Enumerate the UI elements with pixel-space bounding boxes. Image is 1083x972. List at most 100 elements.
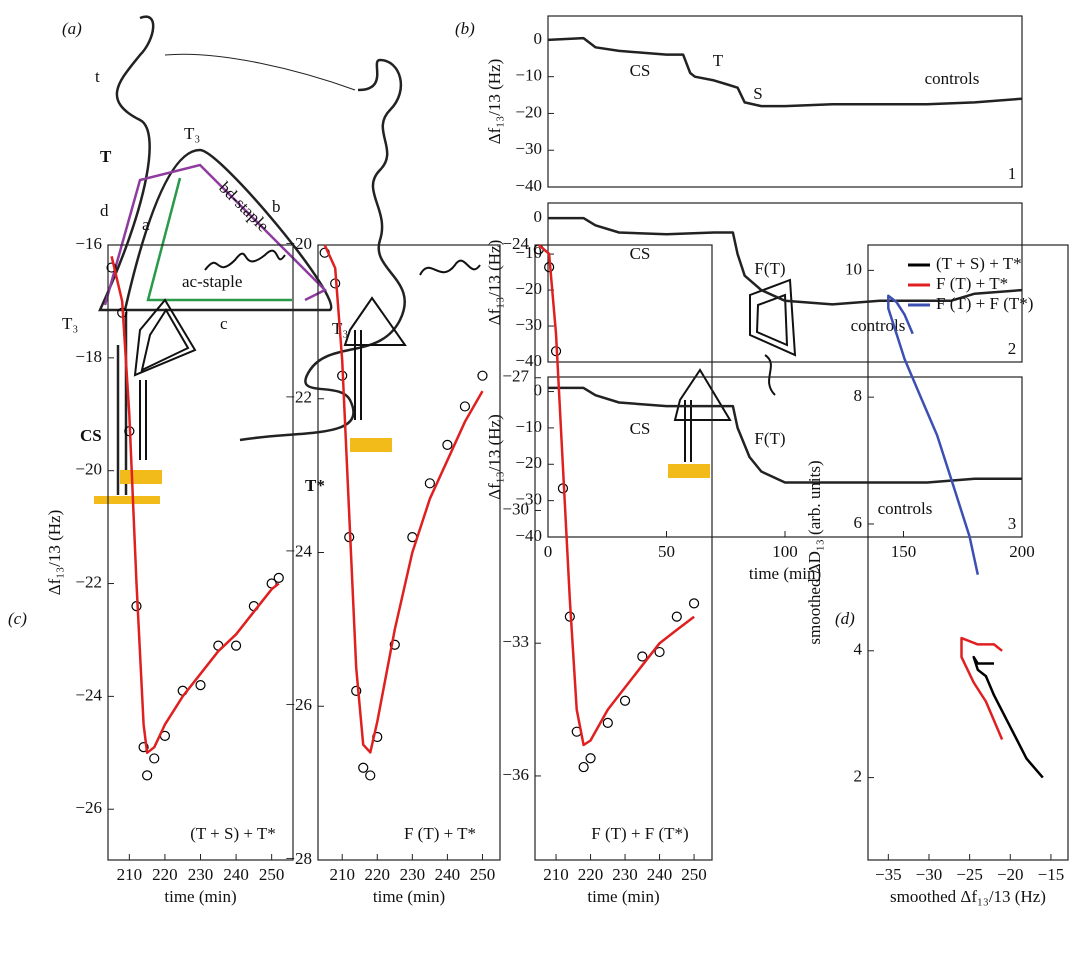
- data-point: [442, 439, 453, 450]
- annotation: T: [713, 51, 724, 70]
- y-tick-label: −20: [515, 279, 542, 298]
- plot-frame: [547, 202, 1023, 363]
- data-point: [671, 611, 682, 622]
- diagram-label: a: [142, 215, 150, 234]
- plot-frame: [867, 244, 1069, 861]
- data-point: [477, 370, 488, 381]
- annotation: F(T): [754, 429, 785, 448]
- annotation: CS: [630, 61, 651, 80]
- data-point: [688, 598, 700, 609]
- y-axis-label: Δf₁₃/13 (Hz): [485, 240, 504, 326]
- data-point: [138, 742, 149, 753]
- annotation: 3: [1008, 514, 1017, 533]
- data-point: [578, 761, 589, 773]
- legend-label: (T + S) + T*: [936, 254, 1022, 273]
- surface: [350, 438, 392, 452]
- y-tick-label: 6: [854, 513, 863, 532]
- panel-label: (d): [835, 609, 855, 628]
- y-tick-label: −20: [515, 453, 542, 472]
- x-tick-label: 150: [891, 542, 917, 561]
- y-tick-label: 8: [854, 386, 863, 405]
- data-line: [972, 655, 1044, 779]
- data-point: [424, 478, 435, 489]
- data-line: [548, 386, 1022, 484]
- x-tick-label: 0: [544, 542, 553, 561]
- x-tick-label: 100: [772, 542, 798, 561]
- x-tick-label: 240: [647, 865, 673, 884]
- diagram-label: T: [100, 147, 112, 166]
- y-tick-label: −20: [515, 102, 542, 121]
- x-tick-label: 240: [435, 865, 461, 884]
- ac-staple-line: [146, 177, 292, 302]
- data-point: [637, 651, 648, 662]
- y-tick-label: −30: [515, 139, 542, 158]
- diagram-label: d: [100, 201, 109, 220]
- x-tick-label: 220: [152, 865, 178, 884]
- inset-icons: [133, 249, 797, 462]
- y-tick-label: −24: [285, 541, 312, 560]
- y-tick-label: −22: [285, 388, 312, 407]
- y-tick-label: −28: [285, 849, 312, 868]
- x-tick-label: 220: [365, 865, 391, 884]
- annotation: F (T) + F (T*): [591, 824, 688, 843]
- y-tick-label: −22: [75, 572, 102, 591]
- x-axis-label: smoothed Δf₁₃/13 (Hz): [890, 887, 1046, 906]
- x-tick-label: 210: [117, 865, 143, 884]
- y-tick-label: −26: [285, 695, 312, 714]
- diagram-label: c: [220, 314, 228, 333]
- annotation: 2: [1008, 339, 1017, 358]
- x-tick-label: −35: [875, 865, 902, 884]
- panel-label: (b): [455, 19, 475, 38]
- plot-frame: [547, 15, 1023, 188]
- data-line: [537, 244, 695, 747]
- data-line: [110, 256, 280, 755]
- y-tick-label: −10: [515, 66, 542, 85]
- y-tick-label: −24: [502, 234, 529, 253]
- annotation: (T + S) + T*: [190, 824, 276, 843]
- x-tick-label: 250: [470, 865, 496, 884]
- diagram-label: T₃: [62, 314, 78, 333]
- panel-label: (a): [62, 19, 82, 38]
- y-tick-label: −33: [502, 632, 529, 651]
- y-tick-label: 4: [854, 640, 863, 659]
- y-axis-label: smoothed ΔD₁₃ (arb. units): [805, 460, 824, 644]
- y-tick-label: −27: [502, 367, 529, 386]
- y-tick-label: 10: [845, 259, 862, 278]
- x-tick-label: −25: [956, 865, 983, 884]
- data-point: [389, 639, 400, 650]
- y-tick-label: 0: [534, 380, 543, 399]
- y-tick-label: −40: [515, 526, 542, 545]
- data-point: [195, 679, 206, 691]
- template-strand: [98, 15, 333, 312]
- x-tick-label: 230: [400, 865, 426, 884]
- annotation: 1: [1008, 164, 1017, 183]
- x-tick-label: −15: [1038, 865, 1065, 884]
- y-axis-label: Δf₁₃/13 (Hz): [485, 59, 504, 145]
- y-tick-label: −16: [75, 234, 102, 253]
- data-point: [619, 695, 631, 706]
- x-axis-label: time (min): [587, 887, 659, 906]
- y-tick-label: −10: [515, 417, 542, 436]
- annotation: CS: [630, 419, 651, 438]
- data-line: [887, 294, 980, 575]
- diagram-label: ac-staple: [182, 272, 242, 291]
- y-tick-label: −40: [515, 176, 542, 195]
- data-line: [547, 36, 1023, 108]
- y-tick-label: −30: [502, 499, 529, 518]
- y-tick-label: −20: [285, 234, 312, 253]
- annotation: controls: [878, 499, 933, 518]
- data-point: [273, 572, 284, 583]
- surface: [94, 496, 160, 504]
- surface: [120, 470, 162, 484]
- x-tick-label: 240: [223, 865, 249, 884]
- plot-frame: [547, 376, 1023, 538]
- y-tick-label: −30: [515, 315, 542, 334]
- y-axis-label: Δf₁₃/13 (Hz): [45, 510, 64, 596]
- y-tick-label: −24: [75, 685, 102, 704]
- data-point: [106, 262, 117, 273]
- annotation: F(T): [754, 259, 785, 278]
- annotation: F (T) + T*: [404, 824, 476, 843]
- data-point: [654, 646, 665, 658]
- diagram-label: t: [95, 67, 100, 86]
